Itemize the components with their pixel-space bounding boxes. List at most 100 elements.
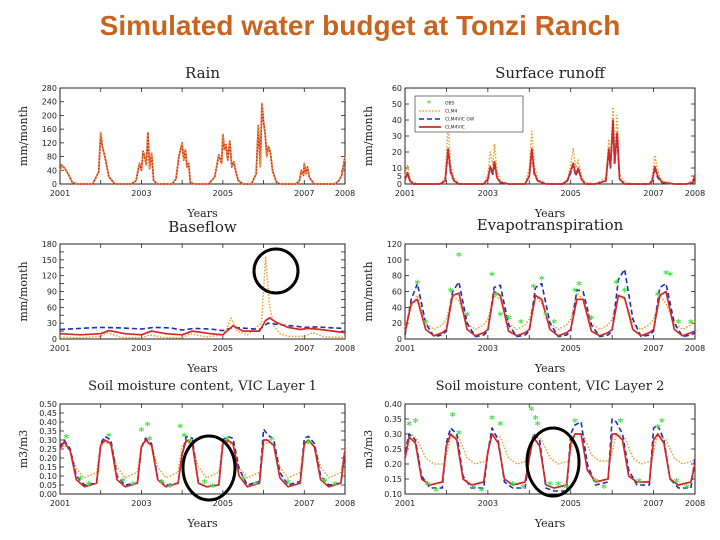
obs-point: *	[659, 416, 665, 429]
panel-et: Evapotranspiration Years mm/month 0 20 40 60 80…	[362, 216, 705, 375]
legend-label: OBS	[445, 101, 455, 107]
plot-frame	[59, 243, 346, 340]
obs-point: *	[159, 477, 165, 490]
obs-point: *	[593, 476, 599, 489]
obs-point: *	[210, 481, 216, 494]
obs-point: *	[535, 419, 541, 432]
y-tick-label: 0	[52, 180, 57, 189]
obs-point: *	[425, 479, 431, 492]
slide-title: Simulated water budget at Tonzi Ranch	[99, 10, 621, 41]
obs-point: *	[589, 313, 595, 326]
x-axis-label: Years	[534, 362, 566, 375]
x-tick-label: 2008	[335, 499, 355, 508]
legend-label: CLM4	[445, 109, 458, 115]
series-line-clm4_vic	[404, 119, 696, 185]
y-tick-label: 40	[392, 116, 402, 125]
series-line-clm4_vic	[404, 433, 696, 489]
y-tick-label: 60	[392, 288, 402, 297]
obs-point: *	[576, 279, 582, 292]
obs-point: *	[489, 270, 495, 283]
x-tick-label: 2008	[685, 344, 705, 353]
y-tick-label: 0.25	[384, 445, 402, 454]
x-tick-label: 2007	[643, 189, 663, 198]
panel-rain: Rain Years mm/month 0 40 80 120 160 200 240 280 200…	[17, 64, 355, 220]
obs-point: *	[518, 317, 524, 330]
obs-point: *	[673, 476, 679, 489]
obs-point: *	[622, 286, 628, 299]
obs-point: *	[547, 479, 553, 492]
obs-point: *	[520, 482, 526, 495]
y-axis-label: mm/month	[362, 261, 375, 321]
obs-point: *	[305, 438, 311, 451]
obs-point: *	[688, 317, 694, 330]
y-tick-label: 40	[47, 166, 57, 175]
obs-point: *	[497, 309, 503, 322]
obs-point: *	[456, 250, 462, 263]
series-line-clm4_vic	[59, 439, 346, 488]
y-tick-label: 150	[42, 256, 57, 265]
obs-point: *	[456, 428, 462, 441]
y-tick-label: 0.45	[39, 409, 57, 418]
obs-point: *	[139, 425, 145, 438]
series-line-clm4	[59, 102, 346, 185]
y-tick-label: 30	[47, 319, 57, 328]
x-tick-label: 2005	[561, 499, 581, 508]
x-tick-label: 2005	[213, 344, 233, 353]
obs-point: *	[479, 485, 485, 498]
obs-point: *	[464, 309, 470, 322]
panel-title: Rain	[185, 64, 220, 82]
series-line-clm4_vic_gw	[59, 322, 346, 332]
plot-frame	[59, 87, 346, 185]
obs-point: *	[187, 436, 193, 449]
y-tick-label: 60	[47, 303, 57, 312]
panel-title: Baseflow	[168, 218, 237, 236]
obs-point: *	[167, 481, 173, 494]
obs-point: *	[433, 485, 439, 498]
obs-point: *	[493, 289, 499, 302]
x-tick-label: 2008	[335, 189, 355, 198]
y-tick-label: 0.40	[39, 418, 57, 427]
obs-point: *	[145, 420, 151, 433]
y-axis-label: m3/m3	[362, 430, 375, 469]
obs-point: *	[539, 274, 545, 287]
obs-point: *	[533, 413, 539, 426]
y-tick-label: 80	[47, 153, 57, 162]
y-axis-label: mm/month	[17, 261, 30, 321]
obs-point: *	[572, 416, 578, 429]
obs-point: *	[106, 430, 112, 443]
obs-point: *	[86, 479, 92, 492]
x-axis-label: Years	[186, 517, 218, 530]
y-tick-label: 120	[42, 272, 57, 281]
y-tick-label: 0.20	[39, 454, 57, 463]
x-tick-label: 2007	[294, 499, 314, 508]
obs-point: *	[564, 482, 570, 495]
obs-point: *	[676, 317, 682, 330]
obs-point: *	[269, 434, 275, 447]
x-tick-label: 2003	[478, 499, 498, 508]
y-tick-label: 0	[52, 335, 57, 344]
obs-point: *	[147, 434, 153, 447]
legend-label: CLM4VIC GW	[445, 117, 475, 123]
y-tick-label: 280	[42, 84, 57, 93]
y-tick-label: 100	[387, 256, 402, 265]
obs-point: *	[177, 421, 183, 434]
y-tick-label: 40	[392, 303, 402, 312]
obs-point: *	[531, 282, 537, 295]
y-axis-label: mm/month	[17, 106, 30, 166]
y-tick-label: 0.05	[39, 481, 57, 490]
y-tick-label: 0.30	[39, 436, 57, 445]
y-tick-label: 90	[47, 288, 57, 297]
x-tick-label: 2007	[294, 189, 314, 198]
y-axis-label: m3/m3	[17, 430, 30, 469]
y-tick-label: 120	[387, 240, 402, 249]
obs-point: *	[667, 270, 673, 283]
panel-title: Soil moisture content, VIC Layer 1	[88, 379, 317, 394]
legend-box	[414, 95, 524, 133]
highlight-circle	[252, 247, 300, 295]
y-tick-label: 200	[42, 111, 57, 120]
x-axis-label: Years	[534, 207, 566, 220]
y-tick-label: 120	[42, 139, 57, 148]
obs-point: *	[224, 434, 230, 447]
